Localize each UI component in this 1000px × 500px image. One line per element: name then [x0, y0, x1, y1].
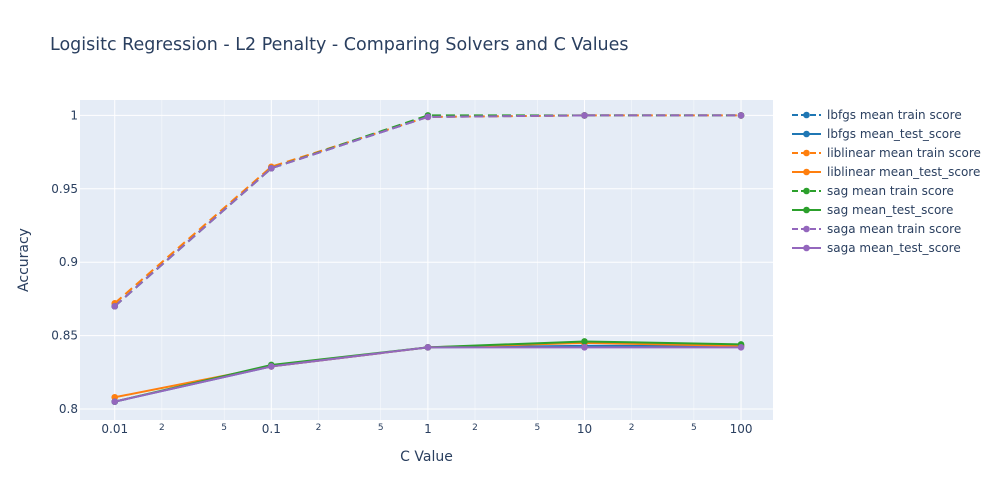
data-point: [424, 344, 432, 351]
x-tick-label: 100: [730, 422, 753, 436]
legend-label: saga mean_test_score: [827, 241, 961, 255]
chart-title: Logisitc Regression - L2 Penalty - Compa…: [50, 35, 629, 55]
y-tick-label: 0.8: [59, 402, 78, 416]
legend-item: saga mean_test_score: [792, 241, 961, 255]
legend-label: lbfgs mean_test_score: [827, 127, 961, 141]
legend-label: sag mean_test_score: [827, 203, 953, 217]
legend-marker: [803, 130, 810, 138]
x-minor-tick-label: 5: [221, 423, 227, 433]
plot-area: [80, 100, 773, 420]
legend-marker: [803, 111, 810, 119]
y-tick-label: 0.9: [59, 255, 78, 269]
x-tick-label: 0.01: [101, 422, 128, 436]
series-line: [114, 114, 742, 307]
data-point: [737, 112, 745, 119]
legend-item: saga mean train score: [792, 222, 961, 236]
legend-item: liblinear mean_test_score: [792, 165, 980, 179]
data-point: [111, 302, 119, 310]
legend-marker: [803, 206, 810, 214]
data-point: [268, 164, 275, 172]
y-axis-label: Accuracy: [16, 228, 32, 292]
legend-item: lbfgs mean_test_score: [792, 127, 961, 141]
y-axis-ticks: 0.8 0.85 0.9 0.95 1: [51, 108, 78, 416]
legend-marker: [803, 149, 810, 157]
legend-marker: [803, 225, 810, 233]
legend-item: sag mean train score: [792, 184, 954, 198]
series-layer: [111, 112, 745, 405]
legend-marker: [803, 187, 810, 195]
data-point: [581, 338, 588, 345]
legend-label: saga mean train score: [827, 222, 961, 236]
x-minor-tick-label: 2: [316, 423, 322, 433]
x-tick-label: 0.1: [262, 422, 281, 436]
x-minor-tick-label: 2: [159, 423, 165, 433]
legend-item: sag mean_test_score: [792, 203, 953, 217]
data-point: [268, 363, 275, 370]
x-minor-tick-label: 2: [472, 423, 478, 433]
x-minor-tick-label: 5: [378, 423, 384, 433]
legend-label: lbfgs mean train score: [827, 108, 962, 122]
legend-marker: [803, 168, 810, 176]
x-axis-label: C Value: [400, 449, 453, 465]
y-tick-label: 0.95: [51, 182, 78, 196]
legend-marker: [803, 244, 810, 252]
series-saga-mean-train-score: [111, 112, 745, 310]
data-point: [581, 344, 588, 351]
data-point: [424, 113, 432, 121]
y-tick-label: 0.85: [51, 329, 78, 343]
legend-item: liblinear mean train score: [792, 146, 981, 160]
legend-label: liblinear mean_test_score: [827, 165, 980, 179]
data-point: [111, 398, 119, 405]
x-tick-label: 10: [577, 422, 592, 436]
legend-label: sag mean train score: [827, 184, 954, 198]
legend-item: lbfgs mean train score: [792, 108, 962, 122]
legend-label: liblinear mean train score: [827, 146, 981, 160]
x-minor-tick-label: 2: [629, 423, 635, 433]
data-point: [581, 112, 588, 119]
data-point: [737, 344, 745, 351]
x-minor-tick-label: 5: [691, 423, 697, 433]
x-minor-tick-label: 5: [534, 423, 540, 433]
legend: lbfgs mean train score lbfgs mean_test_sc…: [792, 108, 981, 255]
x-axis-ticks: 0.01 0.1 1 10 100 2 5 2 5 2 5 2 5: [101, 422, 752, 436]
x-tick-label: 1: [424, 422, 432, 436]
y-tick-label: 1: [70, 108, 78, 122]
series-saga-mean-test-score: [111, 344, 745, 405]
